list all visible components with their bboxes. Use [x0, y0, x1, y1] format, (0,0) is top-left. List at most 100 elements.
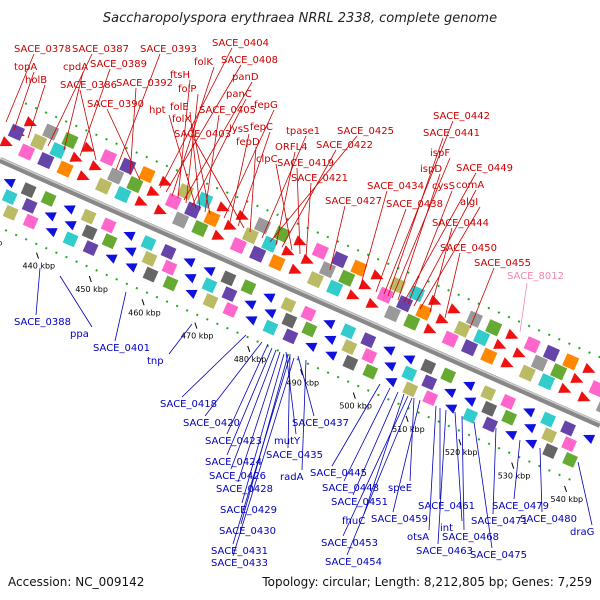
gene-label-forward[interactable]: tpase1 — [286, 126, 320, 137]
gene-label-forward[interactable]: folE — [170, 102, 189, 113]
gene-label-forward[interactable]: SACE_0404 — [212, 38, 269, 49]
gene-label-forward[interactable]: ftsH — [170, 70, 190, 81]
gene-label-forward[interactable]: fepC — [250, 122, 273, 133]
gene-label-reverse[interactable]: ppa — [70, 329, 89, 340]
gene-label-reverse[interactable]: SACE_0401 — [93, 343, 150, 354]
gene-label-forward[interactable]: folX — [172, 114, 191, 125]
gene-label-forward[interactable]: algI — [460, 197, 478, 208]
gene-label-forward[interactable]: SACE_0386 — [60, 80, 117, 91]
gene-feature — [223, 219, 237, 230]
gene-label-reverse[interactable]: SACE_0424 — [205, 457, 262, 468]
gene-label-reverse[interactable]: SACE_0454 — [325, 557, 382, 568]
gene-label-forward[interactable]: SACE_0393 — [140, 44, 197, 55]
gene-feature — [370, 269, 384, 280]
gene-label-forward[interactable]: SACE_0455 — [474, 258, 531, 269]
gene-label-forward[interactable]: SACE_0408 — [221, 55, 278, 66]
gene-label-forward[interactable]: folK — [194, 57, 213, 68]
gene-label-reverse[interactable]: SACE_0451 — [331, 497, 388, 508]
gene-label-forward[interactable]: panC — [226, 89, 252, 100]
gene-label-forward[interactable]: SACE_0450 — [440, 243, 497, 254]
gene-label-forward[interactable]: SACE_0390 — [87, 99, 144, 110]
gene-label-forward[interactable]: panD — [232, 72, 259, 83]
gene-label-forward[interactable]: SACE_0434 — [367, 181, 424, 192]
gene-feature — [383, 346, 396, 356]
gene-label-forward[interactable]: SACE_0421 — [291, 173, 348, 184]
gene-label-forward[interactable]: SACE_0438 — [386, 199, 443, 210]
gene-feature — [22, 213, 39, 230]
gene-label-forward[interactable]: SACE_0405 — [199, 105, 256, 116]
gene-label-forward[interactable]: SACE_0442 — [433, 111, 490, 122]
gene-label-forward[interactable]: SACE_0449 — [456, 163, 513, 174]
gene-label-reverse[interactable]: radA — [280, 472, 304, 483]
gene-label-reverse[interactable]: SACE_0430 — [219, 526, 276, 537]
gene-feature — [350, 259, 368, 277]
gene-label-reverse[interactable]: int — [440, 523, 453, 534]
gene-label-reverse[interactable]: tnp — [147, 356, 164, 367]
kbp-tick-label: 440 kbp — [23, 262, 56, 271]
gene-label-forward[interactable]: cpdA — [63, 62, 88, 73]
gene-label-reverse[interactable]: fhuC — [342, 516, 365, 527]
gene-label-forward[interactable]: fepG — [254, 100, 278, 111]
gene-label-forward[interactable]: clpC — [256, 154, 278, 165]
leader-line — [275, 163, 293, 251]
gene-label-forward[interactable]: ORFL4 — [275, 142, 308, 153]
gene-label-reverse[interactable]: SACE_0479 — [492, 501, 549, 512]
gene-label-reverse[interactable]: mutY — [274, 436, 301, 447]
gene-label-reverse[interactable]: SACE_0388 — [14, 317, 71, 328]
gene-label-forward[interactable]: SACE_0389 — [90, 59, 147, 70]
gene-label-forward[interactable]: lysS — [229, 124, 249, 135]
gene-feature — [342, 354, 359, 371]
gene-label-reverse[interactable]: SACE_0428 — [216, 484, 273, 495]
gene-label-forward[interactable]: SACE_0427 — [325, 196, 382, 207]
gene-label-forward[interactable]: SACE_0419 — [277, 158, 334, 169]
gene-label-reverse[interactable]: SACE_0431 — [211, 546, 268, 557]
gene-feature — [420, 358, 437, 375]
gene-label-rna[interactable]: SACE_8012 — [507, 271, 564, 282]
gene-label-reverse[interactable]: SACE_0475 — [470, 550, 527, 561]
gene-label-forward[interactable]: holB — [25, 75, 47, 86]
gene-label-reverse[interactable]: SACE_0463 — [416, 546, 473, 557]
gene-label-forward[interactable]: ispD — [420, 164, 442, 175]
leader-line — [191, 98, 247, 207]
gene-label-reverse[interactable]: SACE_0435 — [266, 450, 323, 461]
gene-label-forward[interactable]: SACE_0392 — [116, 78, 173, 89]
gene-label-reverse[interactable]: SACE_0426 — [209, 471, 266, 482]
gene-label-forward[interactable]: SACE_0422 — [316, 140, 373, 151]
gene-label-forward[interactable]: folP — [178, 84, 196, 95]
gene-label-reverse[interactable]: SACE_0420 — [183, 418, 240, 429]
gene-label-reverse[interactable]: SACE_0423 — [205, 436, 262, 447]
gene-label-forward[interactable]: ispF — [430, 148, 450, 159]
gene-label-reverse[interactable]: SACE_0437 — [292, 418, 349, 429]
gene-label-forward[interactable]: SACE_0387 — [72, 44, 129, 55]
gene-label-reverse[interactable]: SACE_0418 — [160, 399, 217, 410]
gene-label-forward[interactable]: comA — [456, 180, 484, 191]
gene-feature — [512, 347, 526, 358]
gene-label-forward[interactable]: SACE_0441 — [423, 128, 480, 139]
gene-label-reverse[interactable]: SACE_0429 — [220, 505, 277, 516]
gene-label-reverse[interactable]: SACE_0448 — [322, 483, 379, 494]
gene-feature — [542, 443, 559, 459]
gene-label-reverse[interactable]: SACE_0468 — [442, 532, 499, 543]
gene-label-forward[interactable]: fepD — [236, 137, 260, 148]
gene-label-reverse[interactable]: SACE_0471 — [471, 516, 528, 527]
gene-label-reverse[interactable]: speE — [388, 483, 412, 494]
gene-label-forward[interactable]: topA — [14, 62, 37, 73]
gene-feature — [220, 270, 237, 287]
gene-label-reverse[interactable]: SACE_0445 — [310, 468, 367, 479]
leader-line — [5, 53, 35, 123]
gene-label-reverse[interactable]: SACE_0453 — [321, 538, 378, 549]
gene-label-reverse[interactable]: SACE_0461 — [418, 501, 475, 512]
gene-label-reverse[interactable]: SACE_0459 — [371, 514, 428, 525]
gene-label-forward[interactable]: hpt — [149, 105, 166, 116]
gene-label-forward[interactable]: SACE_0425 — [337, 126, 394, 137]
gene-feature — [501, 409, 518, 426]
gene-label-reverse[interactable]: SACE_0433 — [211, 558, 268, 569]
gene-label-forward[interactable]: SACE_0403 — [174, 129, 231, 140]
gene-label-forward[interactable]: SACE_0378 — [14, 44, 71, 55]
gene-label-reverse[interactable]: otsA — [407, 532, 429, 543]
gene-feature — [338, 269, 356, 287]
gene-label-forward[interactable]: cysS — [432, 181, 455, 192]
gene-label-reverse[interactable]: draG — [570, 527, 594, 538]
gene-label-forward[interactable]: SACE_0444 — [432, 218, 489, 229]
gene-label-reverse[interactable]: SACE_0480 — [520, 514, 577, 525]
